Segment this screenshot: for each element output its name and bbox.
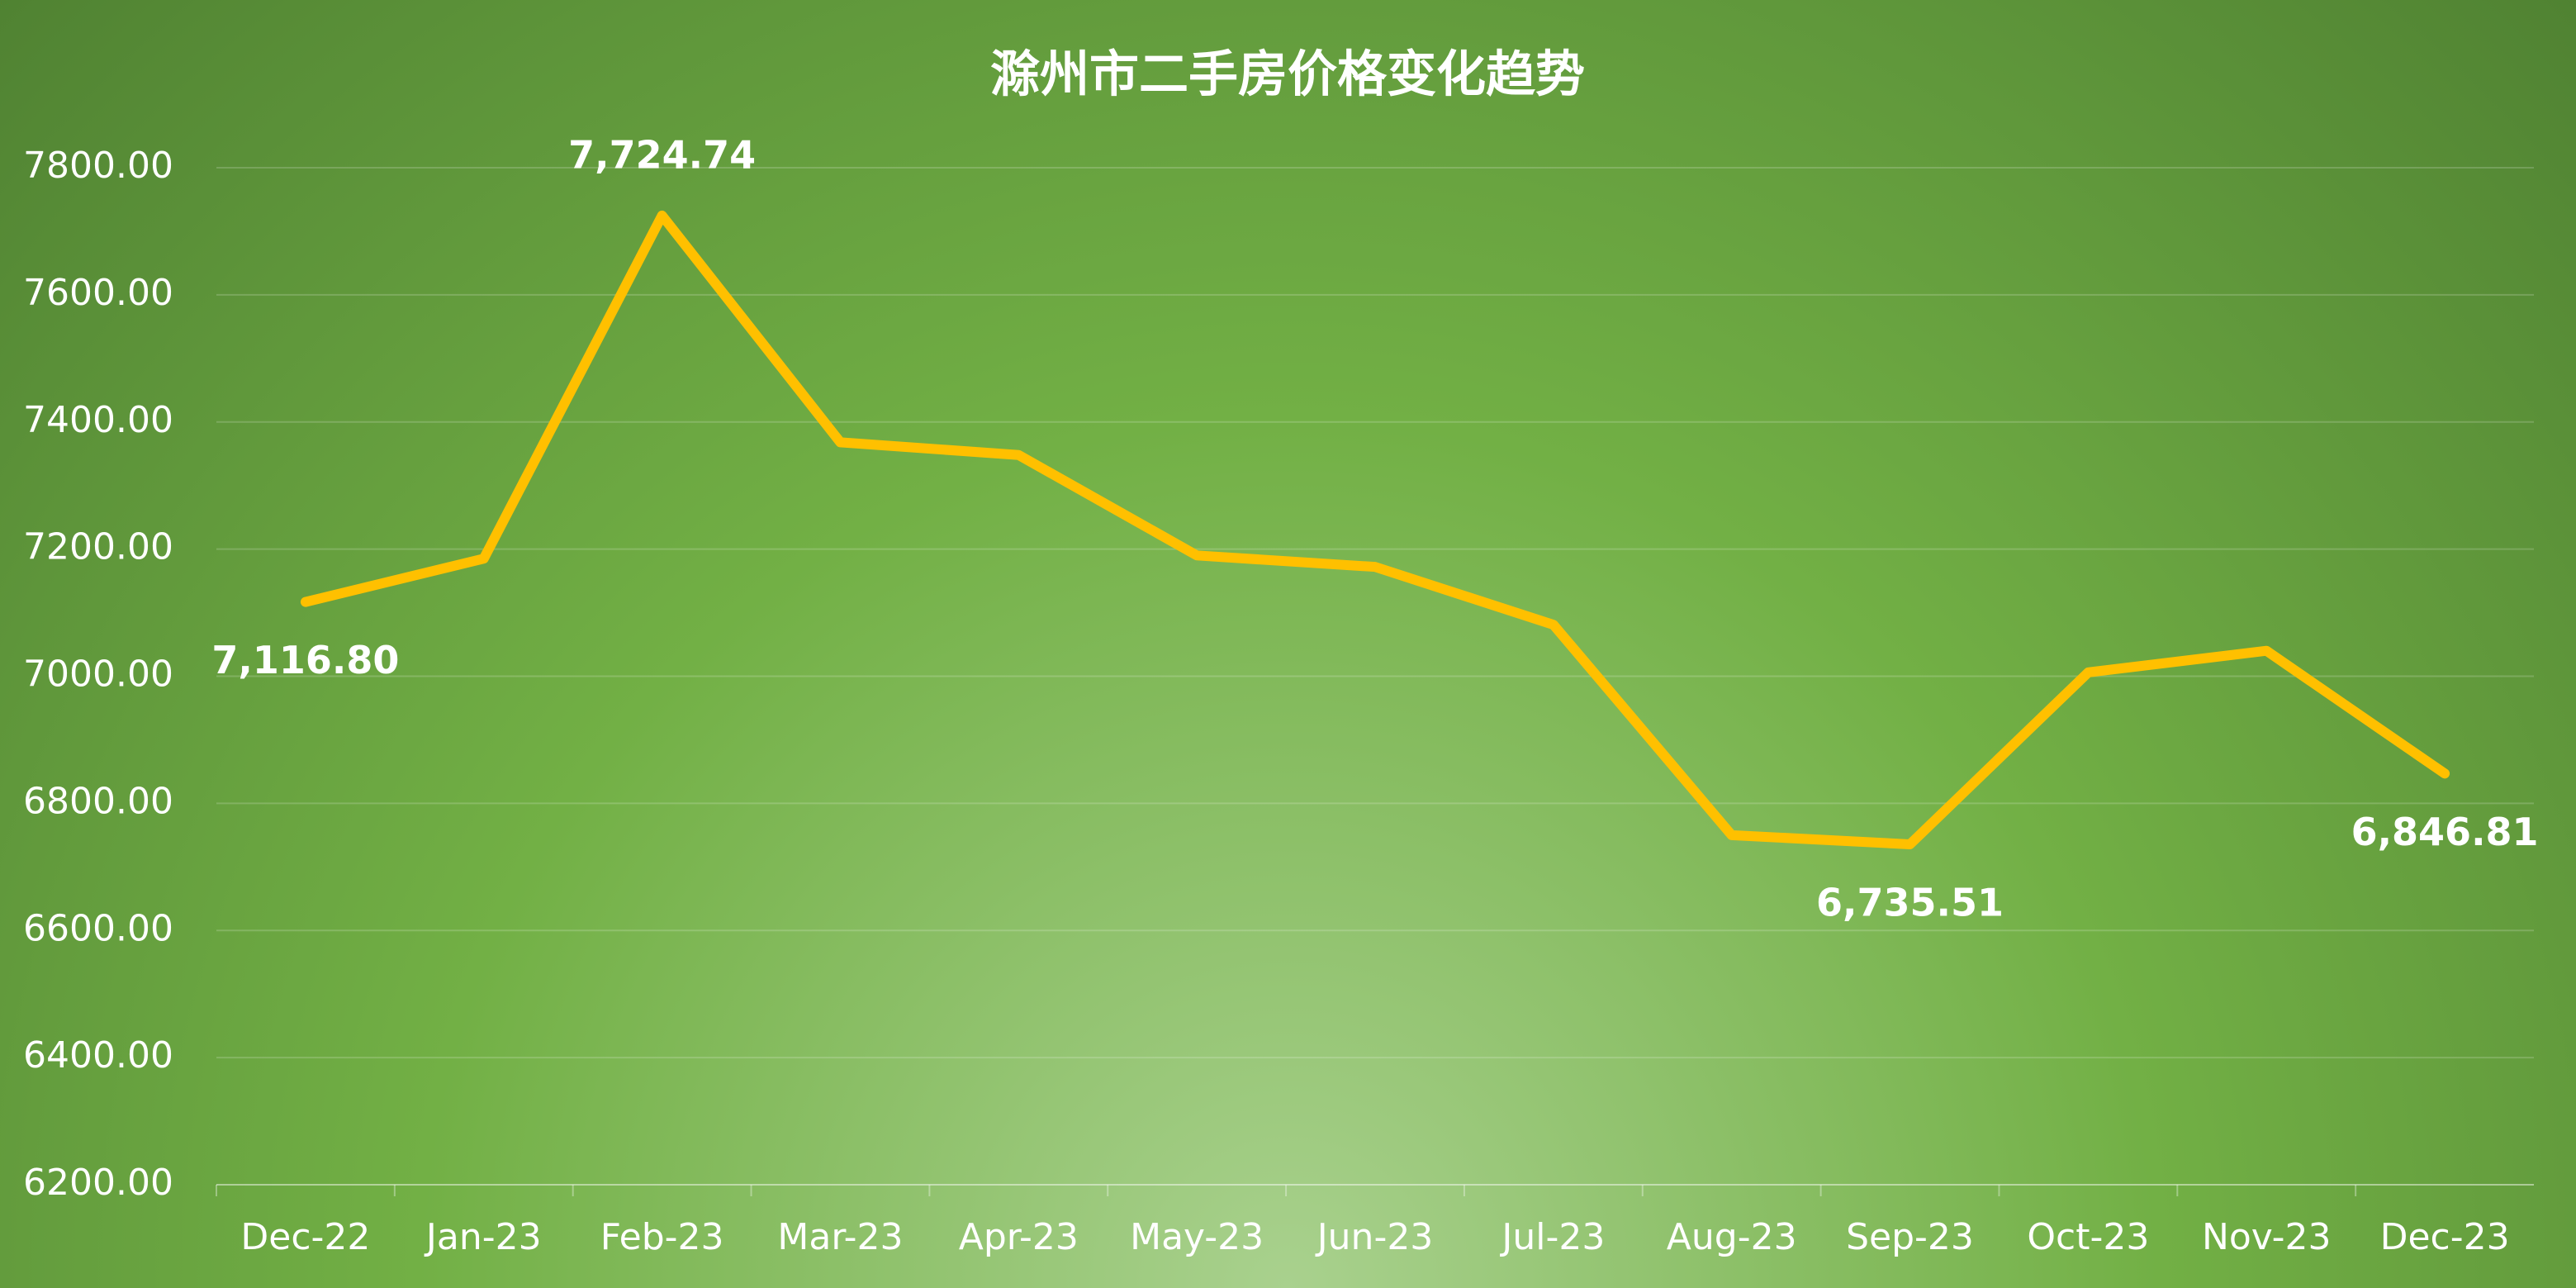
x-tick-label: Dec-23 [2380,1216,2510,1258]
x-tick-label: Jan-23 [424,1216,542,1258]
y-tick-label: 6800.00 [23,780,173,822]
x-tick-label: Dec-22 [240,1216,370,1258]
x-tick-label: Jun-23 [1315,1216,1434,1258]
line-series [300,210,2450,849]
x-tick-label: Sep-23 [1846,1216,1974,1258]
x-tick-label: Nov-23 [2202,1216,2332,1258]
y-tick-label: 7200.00 [23,526,173,568]
x-tick-label: Feb-23 [600,1216,724,1258]
y-tick-label: 7400.00 [23,399,173,441]
data-label: 7,724.74 [568,132,756,177]
y-tick-label: 6200.00 [23,1162,173,1204]
y-tick-label: 7600.00 [23,272,173,314]
x-tick-label: Apr-23 [959,1216,1079,1258]
x-tick-label: Mar-23 [777,1216,903,1258]
chart-title: 滁州市二手房价格变化趋势 [990,46,1585,104]
x-tick-label: Jul-23 [1499,1216,1605,1258]
y-tick-label: 6400.00 [23,1034,173,1077]
x-tick-label: May-23 [1130,1216,1264,1258]
y-tick-label: 7000.00 [23,654,173,696]
data-label: 6,735.51 [1816,880,2004,924]
x-tick-label: Aug-23 [1667,1216,1797,1258]
x-tick-label: Oct-23 [2027,1216,2149,1258]
data-label: 7,116.80 [211,638,399,682]
y-tick-label: 6600.00 [23,907,173,949]
data-label: 6,846.81 [2351,810,2539,854]
y-tick-label: 7800.00 [23,145,173,187]
